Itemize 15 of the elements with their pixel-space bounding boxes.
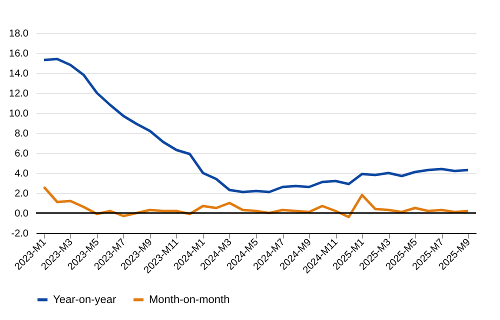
y-tick-label: -2.0 xyxy=(11,228,29,240)
y-tick-label: 4.0 xyxy=(14,168,29,180)
line-series xyxy=(42,186,470,218)
y-tick-label: 12.0 xyxy=(9,88,29,100)
y-tick-label: 10.0 xyxy=(9,108,29,120)
legend-label: Year-on-year xyxy=(53,294,117,306)
y-tick-label: 0.0 xyxy=(14,208,29,220)
y-tick-label: 18.0 xyxy=(9,28,29,40)
legend-label: Month-on-month xyxy=(149,294,230,306)
y-tick-label: 8.0 xyxy=(14,128,29,140)
line-series xyxy=(42,58,470,194)
y-tick-label: 2.0 xyxy=(14,188,29,200)
y-tick-label: 14.0 xyxy=(9,68,29,80)
y-tick-label: 6.0 xyxy=(14,148,29,160)
y-tick-label: 16.0 xyxy=(9,48,29,60)
